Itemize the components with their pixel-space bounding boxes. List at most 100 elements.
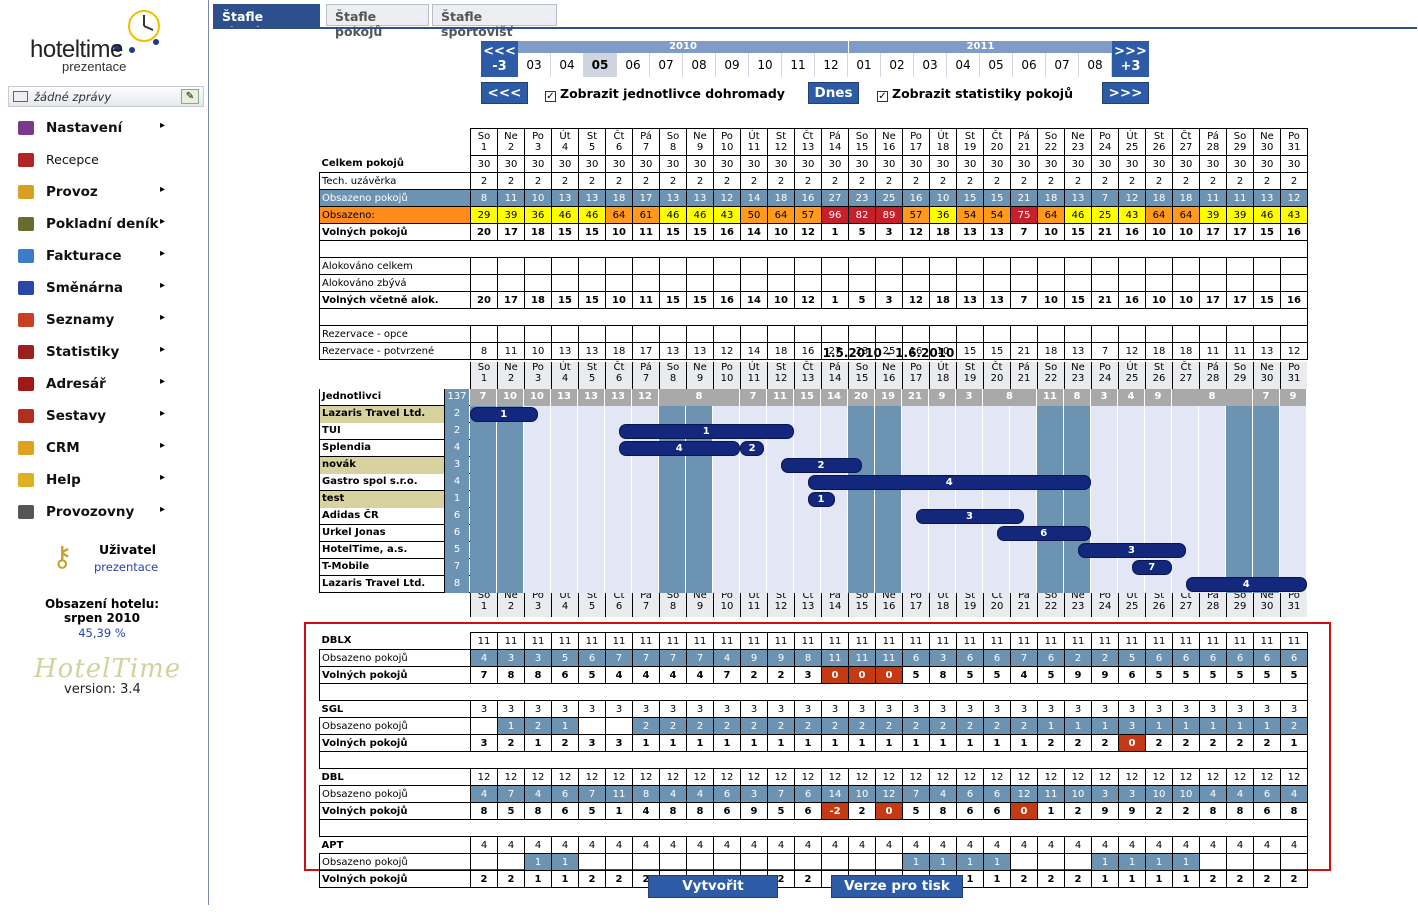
gantt-cell[interactable] <box>1010 423 1037 440</box>
gantt-cell[interactable] <box>497 559 524 576</box>
gantt-cell[interactable] <box>875 491 902 508</box>
gantt-cell[interactable] <box>956 406 983 423</box>
compose-icon[interactable]: ✎ <box>181 89 199 104</box>
hoteltime-logo[interactable]: hoteltime prezentace <box>30 8 190 74</box>
gantt-cell[interactable] <box>740 406 767 423</box>
gantt-cell[interactable] <box>902 559 929 576</box>
gantt-row-name[interactable]: T-Mobile <box>319 559 445 576</box>
gantt-cell[interactable] <box>470 542 497 559</box>
gantt-cell[interactable] <box>524 423 551 440</box>
gantt-cell[interactable] <box>1037 457 1064 474</box>
gantt-cell[interactable] <box>632 576 659 593</box>
gantt-cell[interactable] <box>1145 491 1172 508</box>
gantt-cell[interactable] <box>794 406 821 423</box>
gantt-cell[interactable] <box>551 491 578 508</box>
gantt-cell[interactable] <box>821 423 848 440</box>
gantt-cell[interactable] <box>1037 576 1064 593</box>
gantt-cell[interactable] <box>1172 457 1199 474</box>
gantt-cell[interactable] <box>740 525 767 542</box>
gantt-cell[interactable] <box>767 491 794 508</box>
gantt-cell[interactable] <box>1145 423 1172 440</box>
gantt-cell[interactable] <box>470 440 497 457</box>
gantt-cell[interactable] <box>1280 440 1307 457</box>
gantt-cell[interactable] <box>578 542 605 559</box>
month-item[interactable]: 08 <box>683 53 716 77</box>
gantt-cell[interactable] <box>578 508 605 525</box>
tab-sports-chart[interactable]: Štafle sportovišť <box>432 4 557 39</box>
user-panel[interactable]: ⚷ Uživatel prezentace <box>52 540 202 580</box>
gantt-cell[interactable] <box>1226 474 1253 491</box>
gantt-cell[interactable] <box>470 525 497 542</box>
gantt-cell[interactable] <box>551 457 578 474</box>
gantt-cell[interactable] <box>578 576 605 593</box>
gantt-cell[interactable] <box>578 440 605 457</box>
gantt-cell[interactable] <box>686 525 713 542</box>
gantt-cell[interactable] <box>1118 508 1145 525</box>
gantt-cell[interactable] <box>1226 525 1253 542</box>
gantt-cell[interactable] <box>1145 406 1172 423</box>
gantt-cell[interactable] <box>983 406 1010 423</box>
menu-item[interactable]: Adresář ▸ <box>18 374 178 396</box>
gantt-cell[interactable] <box>1118 423 1145 440</box>
gantt-cell[interactable] <box>713 525 740 542</box>
gantt-cell[interactable] <box>1118 457 1145 474</box>
gantt-cell[interactable] <box>470 508 497 525</box>
gantt-cell[interactable] <box>1253 457 1280 474</box>
menu-item[interactable]: Help ▸ <box>18 470 178 492</box>
gantt-cell[interactable] <box>1037 508 1064 525</box>
gantt-cell[interactable] <box>632 474 659 491</box>
gantt-cell[interactable] <box>1118 525 1145 542</box>
gantt-cell[interactable] <box>686 559 713 576</box>
gantt-cell[interactable] <box>956 542 983 559</box>
gantt-cell[interactable] <box>1280 508 1307 525</box>
gantt-cell[interactable] <box>821 440 848 457</box>
gantt-cell[interactable] <box>848 440 875 457</box>
gantt-cell[interactable] <box>1091 576 1118 593</box>
month-item[interactable]: 01 <box>848 53 881 77</box>
gantt-cell[interactable] <box>740 559 767 576</box>
gantt-cell[interactable] <box>929 440 956 457</box>
gantt-cell[interactable] <box>794 440 821 457</box>
next-period-button[interactable]: >>> <box>1102 82 1149 104</box>
gantt-cell[interactable] <box>632 491 659 508</box>
gantt-cell[interactable] <box>713 542 740 559</box>
gantt-cell[interactable] <box>1037 542 1064 559</box>
gantt-cell[interactable] <box>1118 491 1145 508</box>
menu-item[interactable]: Statistiky ▸ <box>18 342 178 364</box>
month-item[interactable]: 04 <box>551 53 584 77</box>
gantt-cell[interactable] <box>767 474 794 491</box>
gantt-cell[interactable] <box>605 559 632 576</box>
gantt-cell[interactable] <box>497 491 524 508</box>
gantt-cell[interactable] <box>551 474 578 491</box>
gantt-cell[interactable] <box>632 406 659 423</box>
gantt-cell[interactable] <box>605 491 632 508</box>
gantt-cell[interactable] <box>875 457 902 474</box>
reservation-bar[interactable]: 2 <box>780 458 862 473</box>
gantt-cell[interactable] <box>1064 423 1091 440</box>
gantt-cell[interactable] <box>524 457 551 474</box>
gantt-cell[interactable] <box>686 508 713 525</box>
gantt-row-name[interactable]: TUI <box>319 423 445 440</box>
gantt-cell[interactable] <box>1064 576 1091 593</box>
gantt-cell[interactable] <box>929 423 956 440</box>
reservation-bar[interactable]: 4 <box>618 441 740 456</box>
gantt-cell[interactable] <box>497 474 524 491</box>
gantt-cell[interactable] <box>605 576 632 593</box>
gantt-cell[interactable] <box>1253 559 1280 576</box>
gantt-cell[interactable] <box>1172 440 1199 457</box>
gantt-cell[interactable] <box>713 457 740 474</box>
gantt-row-name[interactable]: Jednotlivci <box>319 389 445 406</box>
gantt-cell[interactable] <box>1172 423 1199 440</box>
month-item[interactable]: 03 <box>518 53 551 77</box>
gantt-cell[interactable] <box>659 559 686 576</box>
gantt-cell[interactable] <box>470 457 497 474</box>
month-item[interactable]: 06 <box>617 53 650 77</box>
gantt-row[interactable]: Splendia 4 <box>319 440 1307 457</box>
gantt-cell[interactable] <box>1199 559 1226 576</box>
gantt-cell[interactable] <box>875 423 902 440</box>
gantt-cell[interactable] <box>1118 406 1145 423</box>
gantt-cell[interactable] <box>1037 559 1064 576</box>
gantt-cell[interactable] <box>1280 406 1307 423</box>
gantt-cell[interactable] <box>632 559 659 576</box>
gantt-cell[interactable] <box>1118 474 1145 491</box>
